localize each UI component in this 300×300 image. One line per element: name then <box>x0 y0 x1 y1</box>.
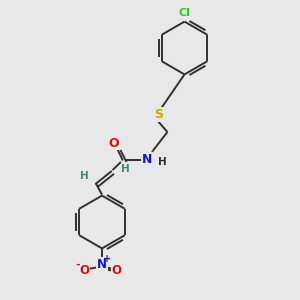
Text: H: H <box>121 164 130 174</box>
Text: Cl: Cl <box>178 8 190 18</box>
Text: O: O <box>109 136 119 150</box>
Text: N: N <box>97 257 107 271</box>
Text: H: H <box>158 157 166 167</box>
Text: S: S <box>154 108 164 121</box>
Text: +: + <box>103 254 112 264</box>
Text: N: N <box>142 153 152 166</box>
Text: O: O <box>111 264 122 277</box>
Text: H: H <box>80 171 88 181</box>
Text: -: - <box>75 260 80 270</box>
Text: O: O <box>79 264 89 277</box>
